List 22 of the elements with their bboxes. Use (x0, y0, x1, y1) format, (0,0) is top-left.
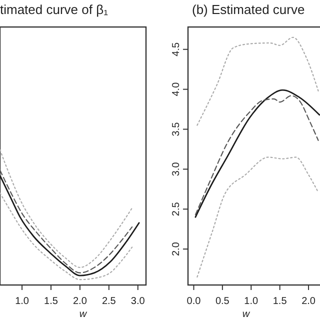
x-axis-title: w (79, 309, 88, 320)
y-tick-label: 4.0 (171, 82, 182, 96)
x-tick-label: 0.5 (215, 296, 230, 307)
y-tick-label: 2.0 (171, 242, 182, 256)
line-series (196, 156, 319, 278)
x-tick-label: 1.0 (244, 296, 259, 307)
x-tick-label: 1.5 (44, 296, 58, 307)
y-tick-label: 3.5 (171, 122, 182, 136)
x-axis-title: w (242, 309, 250, 320)
chart-title: timated curve of β₁ (0, 2, 109, 17)
y-tick-label: 4.5 (171, 42, 182, 56)
x-tick-label: 2.0 (302, 296, 316, 307)
y-tick-label: 3.0 (171, 162, 182, 176)
x-tick-label: 1.0 (15, 296, 30, 307)
y-tick-label: 2.5 (171, 202, 182, 216)
x-tick-label: 2.5 (102, 296, 116, 307)
chart-title: (b) Estimated curve (192, 2, 305, 17)
x-tick-label: 2.0 (73, 296, 88, 307)
x-tick-label: 0.0 (186, 296, 202, 307)
x-tick-label: 1.5 (272, 296, 288, 307)
x-tick-label: 3.0 (130, 296, 146, 307)
line-series (196, 36, 319, 126)
